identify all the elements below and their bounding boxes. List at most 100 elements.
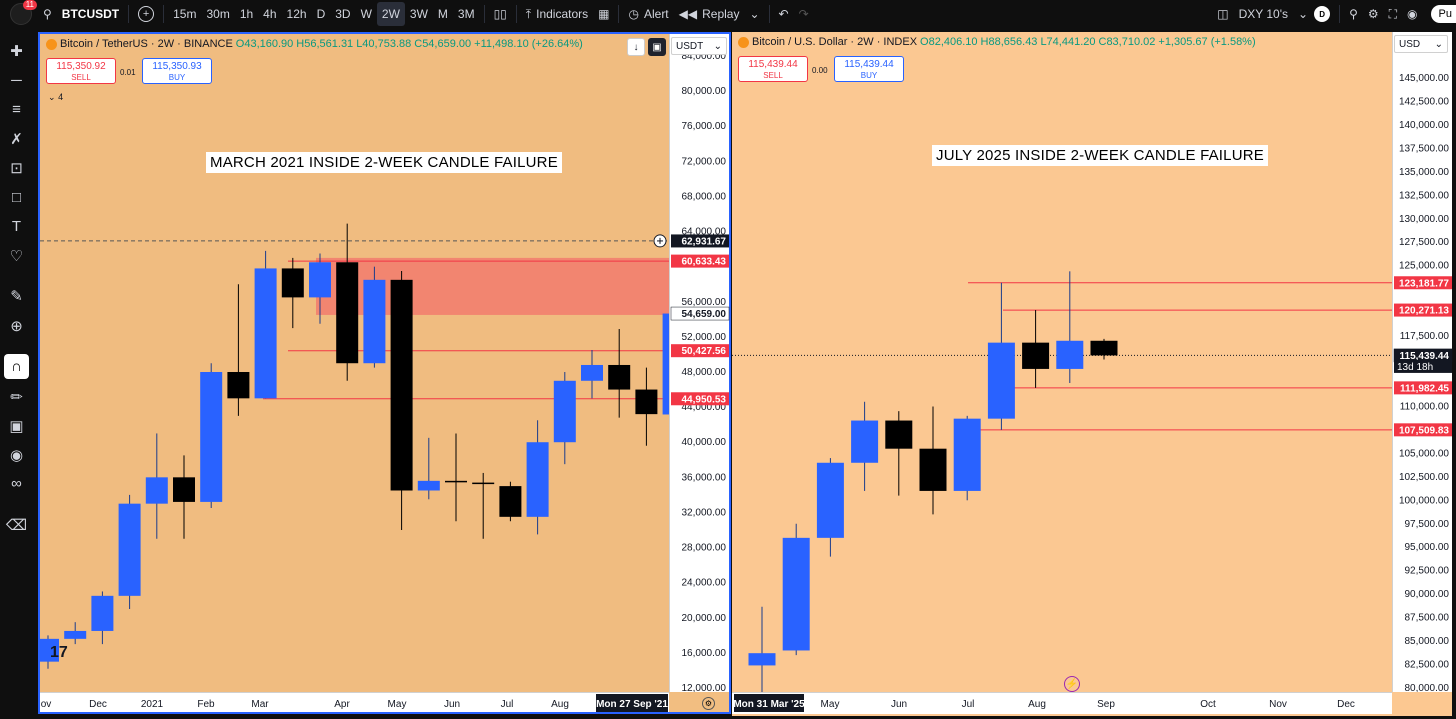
alert-button[interactable]: ◷ Alert: [623, 2, 673, 26]
time-axis-right[interactable]: May Jun Jul Aug Sep Oct Nov Dec Mon 31 Mar '25: [732, 692, 1392, 714]
currency-select-right[interactable]: USD ⌄: [1394, 35, 1448, 53]
interval-30m[interactable]: 30m: [206, 7, 230, 21]
chart-type-button[interactable]: ▯▯: [489, 2, 512, 26]
quick-search-button[interactable]: ⚲: [1344, 2, 1363, 26]
lock-icon[interactable]: ▣: [9, 417, 24, 435]
candle[interactable]: [662, 297, 669, 436]
shapes-icon[interactable]: □: [11, 189, 22, 206]
candle[interactable]: [919, 406, 947, 515]
sell-button[interactable]: 115,439.44 SELL: [738, 56, 808, 82]
snapshot-button[interactable]: ◉: [1402, 2, 1422, 26]
candle[interactable]: [445, 433, 467, 522]
trash-icon[interactable]: ⌫: [5, 516, 28, 534]
heart-icon[interactable]: ♡: [9, 247, 24, 265]
compare-symbol-button[interactable]: +: [133, 2, 159, 26]
interval-3d[interactable]: 3D: [335, 7, 351, 21]
watchlist-dropdown[interactable]: ⌄ D: [1293, 2, 1335, 26]
link-icon[interactable]: ∞: [11, 475, 22, 492]
candle[interactable]: [953, 415, 981, 501]
candle[interactable]: [1022, 310, 1050, 388]
candle[interactable]: [173, 455, 195, 539]
plot-area-right[interactable]: Bitcoin / U.S. Dollar · 2W · INDEX O82,4…: [732, 32, 1392, 692]
price-scale-right[interactable]: 145,000.00 142,500.00 140,000.00 137,500.00…: [1393, 32, 1453, 694]
candle[interactable]: [1056, 271, 1084, 383]
candle[interactable]: [1090, 338, 1118, 360]
candle[interactable]: [608, 328, 631, 418]
candle[interactable]: [254, 250, 277, 399]
maximize-pane-button[interactable]: ▣: [648, 38, 666, 56]
candle[interactable]: [499, 481, 522, 522]
sell-button[interactable]: 115,350.92 SELL: [46, 58, 116, 84]
collapse-indicators-toggle[interactable]: ⌄ 4: [48, 92, 63, 103]
candle[interactable]: [748, 606, 776, 692]
undo-button[interactable]: ↶: [774, 2, 794, 26]
candle[interactable]: [851, 401, 879, 491]
chart-annotation-title[interactable]: JULY 2025 INSIDE 2-WEEK CANDLE FAILURE: [932, 145, 1268, 166]
buy-button[interactable]: 115,439.44 BUY: [834, 56, 904, 82]
candle[interactable]: [782, 523, 810, 656]
candlestick-chart-left[interactable]: [40, 34, 669, 692]
candle[interactable]: [336, 223, 359, 381]
chart-annotation-title[interactable]: MARCH 2021 INSIDE 2-WEEK CANDLE FAILURE: [206, 152, 562, 173]
candle[interactable]: [472, 472, 495, 539]
candle[interactable]: [91, 591, 114, 645]
layout-split-button[interactable]: ◫: [1212, 2, 1233, 26]
candle[interactable]: [145, 433, 168, 539]
add-alert-plus-icon[interactable]: [653, 234, 667, 248]
candlestick-chart-right[interactable]: [732, 32, 1392, 692]
interval-3m[interactable]: 3M: [457, 7, 475, 21]
publish-button[interactable]: Pu: [1430, 5, 1456, 23]
magnet-icon[interactable]: ∩: [4, 354, 29, 379]
chart-pane-right[interactable]: Bitcoin / U.S. Dollar · 2W · INDEX O82,4…: [732, 32, 1453, 716]
interval-d[interactable]: D: [316, 7, 326, 21]
watchlist-symbol[interactable]: DXY 10's: [1234, 2, 1293, 26]
candle[interactable]: [64, 622, 87, 645]
interval-w[interactable]: W: [360, 7, 372, 21]
zoom-in-icon[interactable]: ⊕: [10, 317, 23, 335]
interval-3w[interactable]: 3W: [409, 7, 428, 21]
candle[interactable]: [281, 257, 304, 329]
candle[interactable]: [987, 282, 1015, 430]
user-logo[interactable]: 11: [10, 0, 37, 25]
ruler-icon[interactable]: ✎: [10, 287, 23, 305]
text-icon[interactable]: T: [11, 218, 22, 235]
candle[interactable]: [885, 411, 913, 496]
candle[interactable]: [816, 458, 844, 557]
buy-button[interactable]: 115,350.93 BUY: [142, 58, 212, 84]
interval-15m[interactable]: 15m: [173, 7, 197, 21]
fib-retracement-icon[interactable]: ≡: [12, 101, 21, 118]
candle[interactable]: [200, 363, 223, 509]
plot-area-left[interactable]: Bitcoin / TetherUS · 2W · BINANCE O43,16…: [40, 34, 669, 692]
forecast-icon[interactable]: ⊡: [10, 159, 23, 177]
candle[interactable]: [227, 284, 250, 416]
redo-button[interactable]: ↷: [794, 2, 814, 26]
interval-12h[interactable]: 12h: [286, 7, 307, 21]
replay-dropdown[interactable]: ⌄: [744, 2, 764, 26]
time-scale-left[interactable]: ov Dec 2021 Feb Mar Apr May Jun Jul Aug Mon 27 Sep…: [40, 693, 669, 713]
scroll-down-button[interactable]: ↓: [627, 38, 645, 56]
candle[interactable]: [635, 367, 658, 446]
trend-line-icon[interactable]: ─: [11, 72, 22, 89]
settings-button[interactable]: ⚙: [1363, 2, 1384, 26]
interval-2w[interactable]: 2W: [376, 2, 405, 26]
candle[interactable]: [526, 420, 549, 535]
interval-1h[interactable]: 1h: [239, 7, 254, 21]
chart-pane-left[interactable]: Bitcoin / TetherUS · 2W · BINANCE O43,16…: [38, 32, 731, 714]
candle[interactable]: [363, 266, 386, 368]
candle[interactable]: [118, 494, 141, 609]
candle[interactable]: [553, 372, 576, 465]
search-icon[interactable]: ⚲: [43, 7, 52, 21]
currency-select-left[interactable]: USDT ⌄: [671, 37, 727, 55]
time-scale-right[interactable]: May Jun Jul Aug Sep Oct Nov Dec Mon 31 Mar '25: [732, 693, 1392, 715]
price-axis-right[interactable]: 145,000.00 142,500.00 140,000.00 137,500.00…: [1392, 32, 1453, 694]
interval-4h[interactable]: 4h: [263, 7, 277, 21]
candle[interactable]: [390, 271, 413, 530]
price-axis-left[interactable]: 84,000.00 80,000.00 76,000.00 72,000.00 68,0…: [669, 34, 730, 694]
price-scale-left[interactable]: 84,000.00 80,000.00 76,000.00 72,000.00 68,0…: [670, 34, 730, 694]
pencil-lock-icon[interactable]: ✏: [10, 388, 23, 406]
replay-button[interactable]: ◀◀ Replay: [674, 2, 745, 26]
layouts-button[interactable]: ▦: [593, 2, 614, 26]
crosshair-icon[interactable]: ✚: [10, 42, 23, 60]
candle[interactable]: [309, 253, 331, 324]
lightning-icon[interactable]: ⚡: [1064, 676, 1080, 692]
